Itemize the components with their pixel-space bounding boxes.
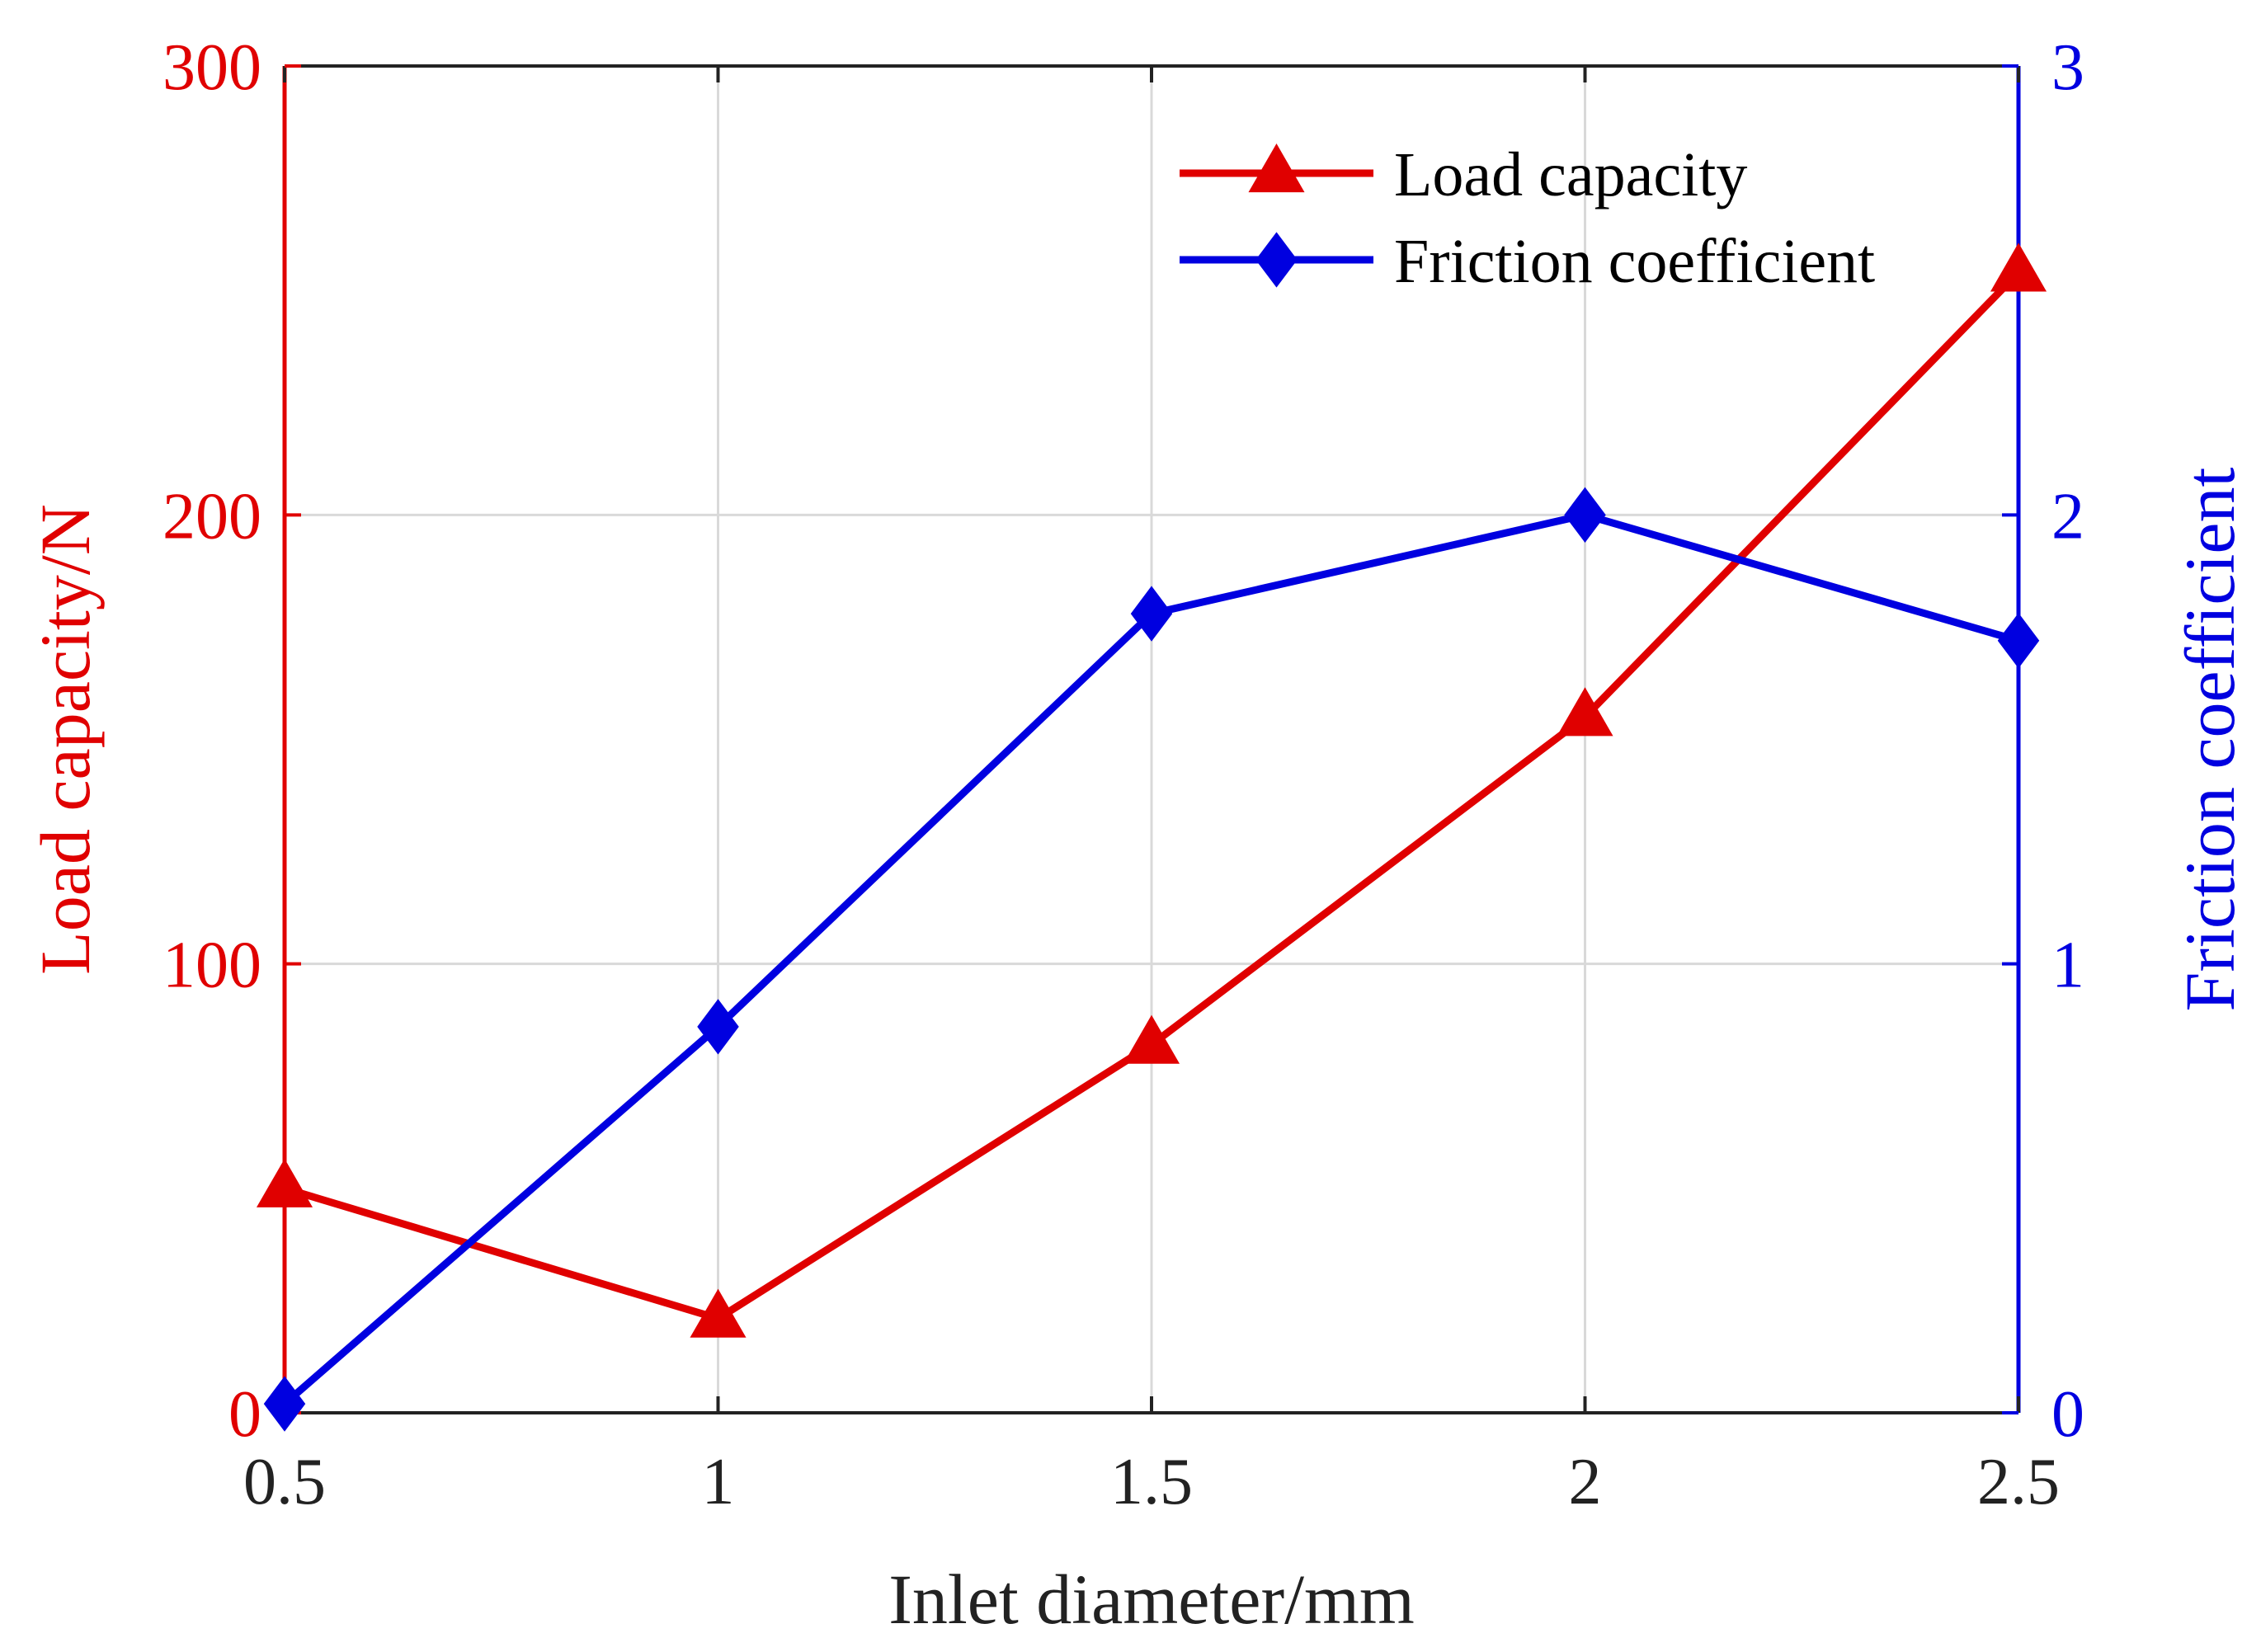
- x-tick-label: 0.5: [243, 1446, 326, 1518]
- friction-coefficient-point: [1997, 613, 2040, 669]
- x-tick-label: 2: [1569, 1446, 1602, 1518]
- right-y-tick-label: 3: [2051, 31, 2084, 104]
- legend-triangle-marker: [1248, 143, 1305, 193]
- friction-coefficient-point: [1564, 487, 1606, 543]
- right-y-axis-title: Friction coefficient: [2170, 467, 2249, 1011]
- left-y-tick-label: 200: [163, 480, 261, 553]
- friction-coefficient-point: [263, 1376, 306, 1432]
- load-capacity-point: [256, 1158, 313, 1207]
- legend-label: Friction coefficient: [1394, 227, 1875, 296]
- left-y-tick-label: 300: [163, 31, 261, 104]
- load-capacity-point: [1990, 242, 2047, 292]
- x-tick-label: 2.5: [1977, 1446, 2060, 1518]
- series-layer: [256, 242, 2047, 1432]
- friction-coefficient-point: [697, 999, 739, 1055]
- load-capacity-point: [690, 1288, 747, 1338]
- grid: [285, 66, 2018, 1413]
- axis-titles: Inlet diameter/mm Load capacity/N Friction…: [26, 467, 2249, 1639]
- legend-label: Load capacity: [1394, 140, 1747, 209]
- left-y-tick-label: 100: [163, 930, 261, 1002]
- legend: Load capacity Friction coefficient: [1180, 140, 1875, 296]
- x-axis-title: Inlet diameter/mm: [888, 1560, 1415, 1639]
- load-capacity-point: [1123, 1014, 1180, 1064]
- right-y-tick-label: 0: [2051, 1378, 2084, 1451]
- legend-diamond-marker: [1255, 232, 1298, 288]
- load-capacity-point: [1557, 687, 1613, 737]
- friction-coefficient-point: [1130, 586, 1173, 642]
- left-y-axis-title: Load capacity/N: [26, 504, 105, 975]
- right-y-tick-label: 2: [2051, 480, 2084, 553]
- axes: [282, 64, 2021, 1414]
- x-tick-label: 1: [702, 1446, 735, 1518]
- x-tick-label: 1.5: [1110, 1446, 1193, 1518]
- left-y-tick-label: 0: [228, 1378, 261, 1451]
- right-y-tick-label: 1: [2051, 930, 2084, 1002]
